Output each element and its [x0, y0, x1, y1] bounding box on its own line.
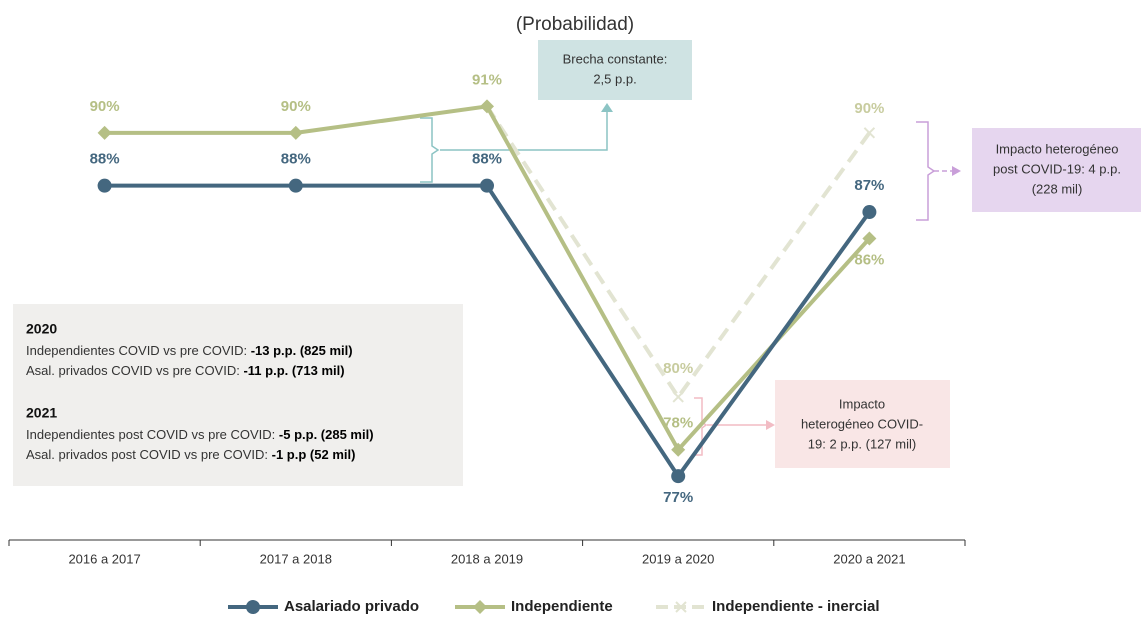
value-label: 90% [281, 98, 311, 115]
notes-line: Independientes COVID vs pre COVID: -13 p… [26, 343, 353, 358]
post-covid-bracket [916, 121, 936, 221]
notes-text: Independientes COVID vs pre COVID: [26, 343, 251, 358]
x-tick-label: 2020 a 2021 [833, 551, 905, 566]
series [97, 178, 877, 484]
legend-label: Independiente - inercial [712, 598, 880, 615]
annotation: (228 mil) [1032, 181, 1083, 196]
post-covid-arrowhead [952, 166, 961, 176]
legend-marker [675, 601, 687, 613]
legend-label: Asalariado privado [284, 598, 419, 615]
marker [863, 127, 876, 139]
notes-text: Independientes post COVID vs pre COVID: [26, 427, 279, 442]
marker [862, 231, 877, 246]
value-label: 88% [281, 151, 311, 168]
annotation: Impacto heterogéneo [996, 141, 1119, 156]
value-label: 78% [663, 415, 693, 432]
notes-bold: -5 p.p. (285 mil) [279, 427, 374, 442]
x-tick-label: 2018 a 2019 [451, 551, 523, 566]
annotation: Brecha constante: [563, 51, 668, 66]
brecha-box [538, 40, 692, 100]
annotation: Impacto [839, 396, 885, 411]
annotation: heterogéneo COVID- [801, 416, 923, 431]
marker [97, 125, 112, 140]
marker [671, 469, 686, 484]
marker [480, 99, 494, 114]
notes-text: Asal. privados post COVID vs pre COVID: [26, 447, 272, 462]
marker [288, 178, 303, 193]
value-label: 90% [854, 100, 884, 117]
x-tick-label: 2016 a 2017 [68, 551, 140, 566]
covid-arrowhead [766, 420, 775, 430]
notes-line: Asal. privados COVID vs pre COVID: -11 p… [26, 363, 345, 378]
value-label: 88% [472, 151, 502, 168]
series [485, 105, 876, 403]
marker [288, 125, 303, 140]
value-label: 91% [472, 71, 502, 88]
annotation: post COVID-19: 4 p.p. [993, 161, 1121, 176]
brecha-bracket [420, 117, 440, 183]
value-label: 90% [90, 98, 120, 115]
notes-heading: 2020 [26, 321, 57, 337]
notes-line: Independientes post COVID vs pre COVID: … [26, 427, 374, 442]
marker [672, 391, 684, 403]
notes-box [13, 304, 463, 486]
series [97, 99, 877, 457]
x-tick-label: 2017 a 2018 [260, 551, 332, 566]
marker [862, 205, 877, 220]
marker [480, 178, 494, 193]
annotation: 19: 2 p.p. (127 mil) [808, 436, 916, 451]
chart-subtitle: (Probabilidad) [516, 14, 634, 35]
notes-heading: 2021 [26, 405, 57, 421]
value-label: 87% [854, 177, 884, 194]
legend-marker [473, 600, 487, 614]
covid-box [775, 380, 950, 468]
legend-label: Independiente [511, 598, 613, 615]
value-label: 80% [663, 360, 693, 377]
marker [97, 178, 112, 193]
notes-bold: -11 p.p. (713 mil) [243, 363, 344, 378]
brecha-arrow [440, 108, 608, 151]
value-label: 86% [854, 251, 884, 268]
x-tick-label: 2019 a 2020 [642, 551, 714, 566]
notes-text: Asal. privados COVID vs pre COVID: [26, 363, 243, 378]
value-label: 88% [90, 151, 120, 168]
notes-line: Asal. privados post COVID vs pre COVID: … [26, 447, 355, 462]
legend-marker [246, 600, 260, 614]
marker [671, 442, 686, 457]
line [485, 105, 872, 401]
brecha-arrowhead [601, 103, 613, 112]
covid-bracket [694, 397, 708, 456]
notes-bold: -1 p.p (52 mil) [272, 447, 356, 462]
notes-bold: -13 p.p. (825 mil) [251, 343, 353, 358]
value-label: 77% [663, 489, 693, 506]
post-covid-box [972, 128, 1141, 212]
annotation: 2,5 p.p. [593, 71, 636, 86]
